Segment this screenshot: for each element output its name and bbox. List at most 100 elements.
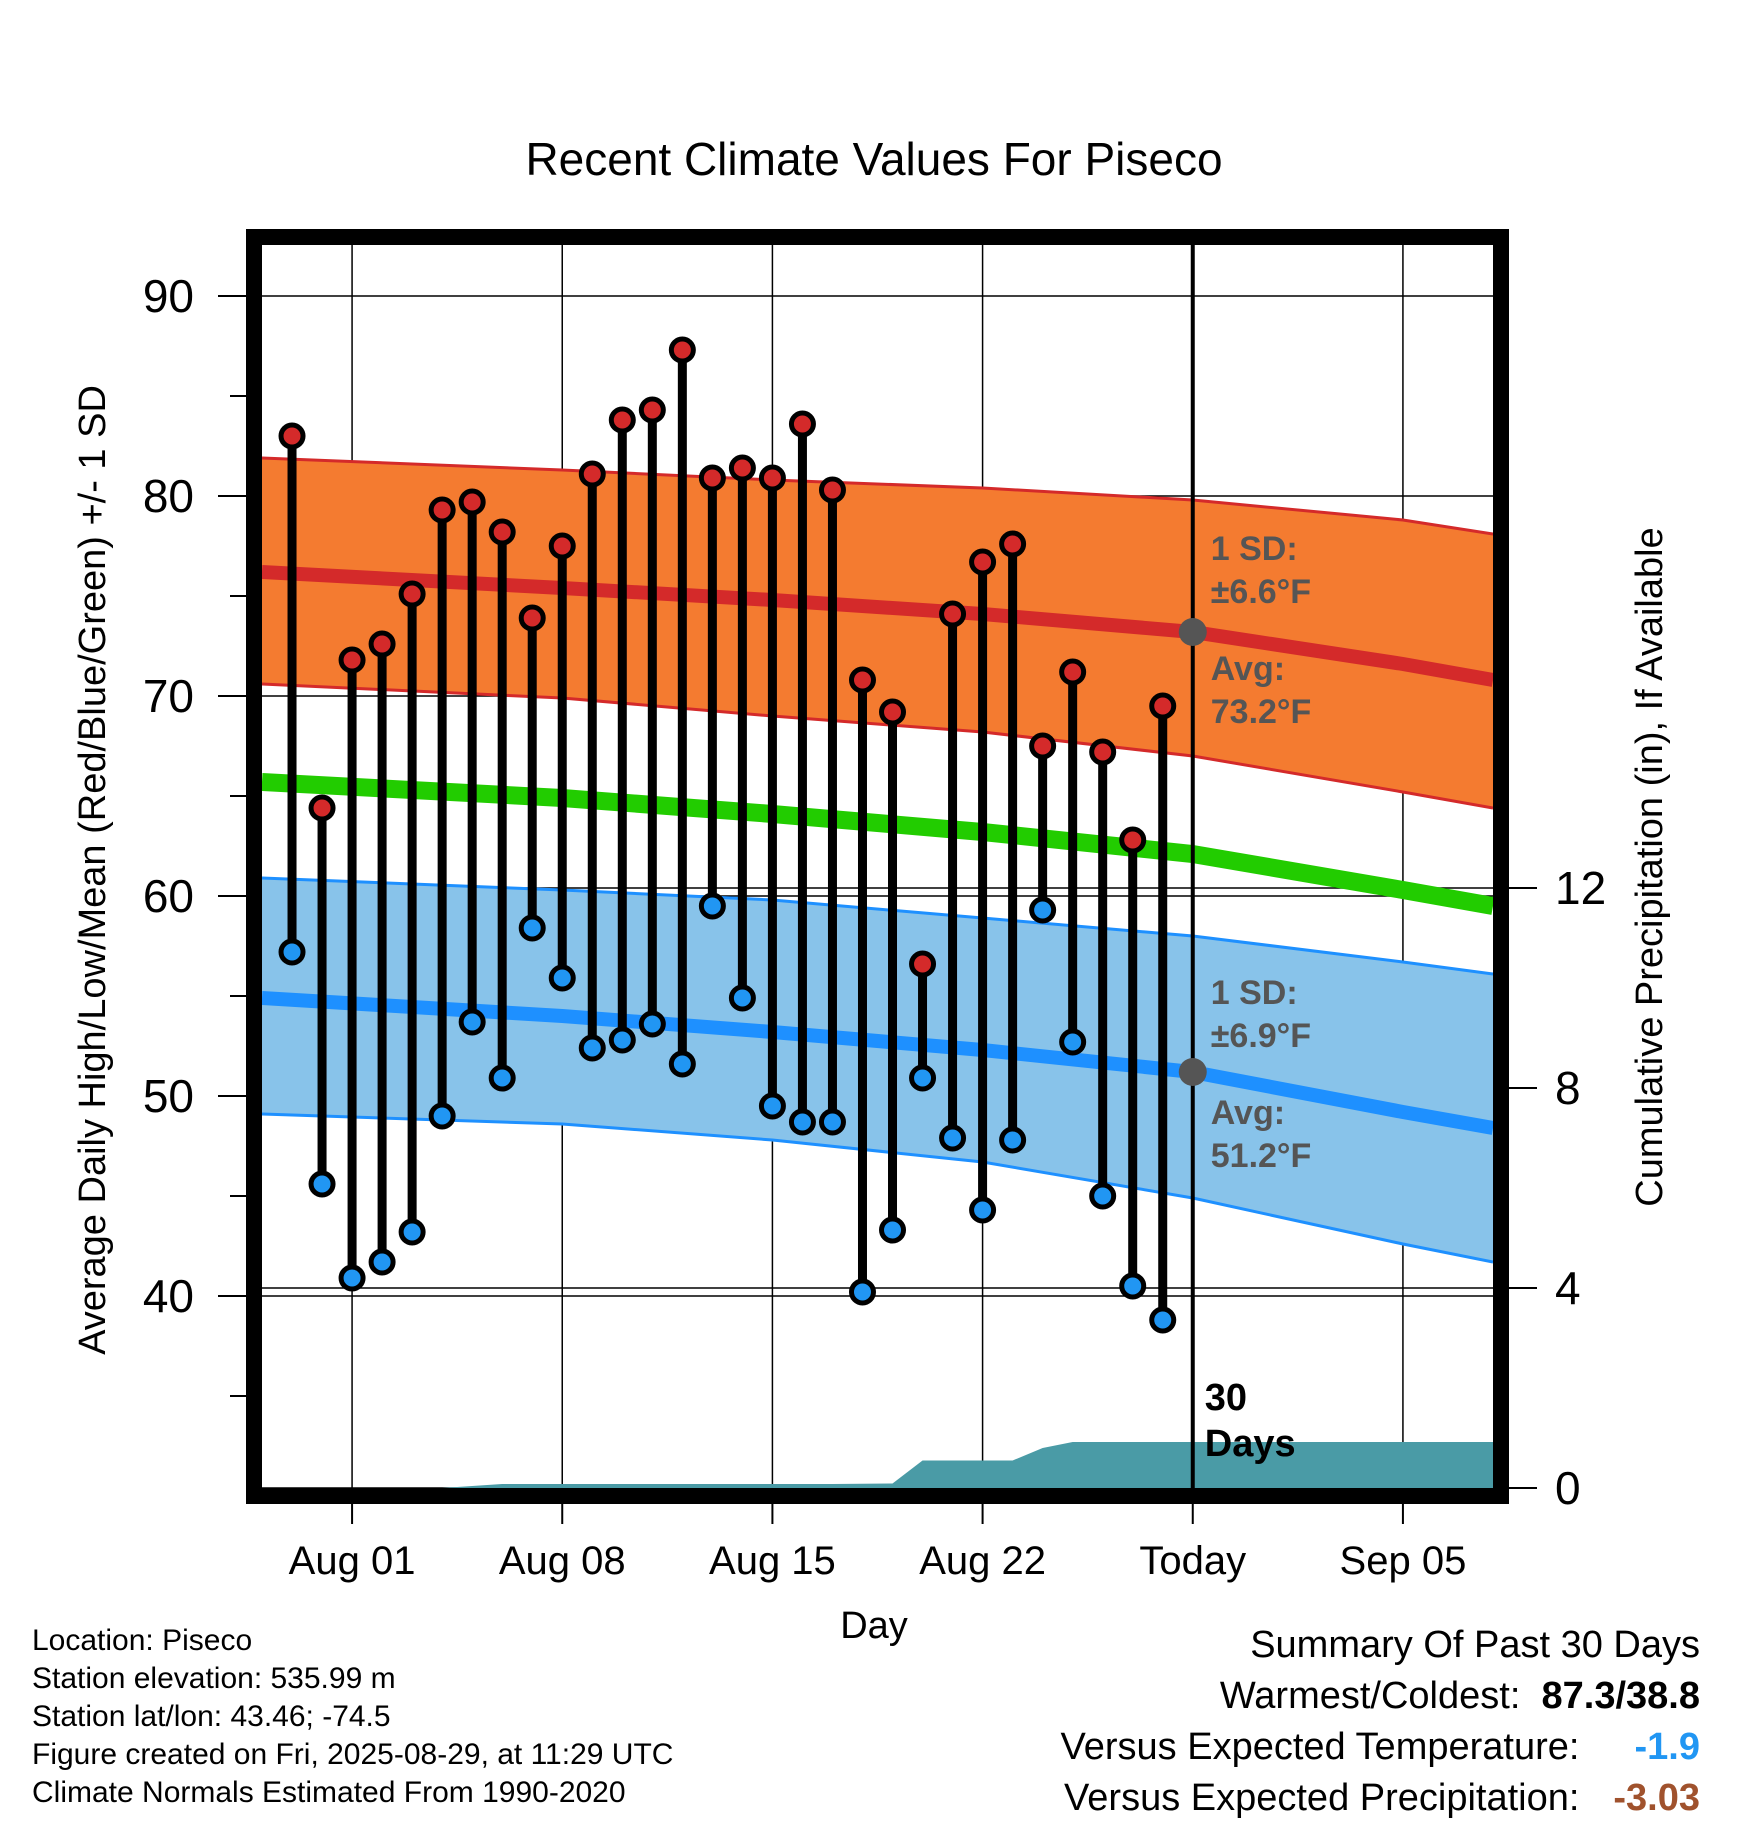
daily-high-marker (308, 794, 336, 822)
summary-temp-label: Versus Expected Temperature: (1060, 1726, 1580, 1768)
daily-high-marker (758, 464, 786, 492)
daily-high-marker (338, 646, 366, 674)
daily-low-marker (638, 1010, 666, 1038)
daily-high-marker (999, 530, 1027, 558)
y2-axis-label: Cumulative Precipitation (in), If Availa… (1629, 527, 1671, 1206)
x-tick-label: Today (1139, 1539, 1246, 1583)
y2-tick-label: 8 (1555, 1062, 1581, 1114)
y2-tick-label: 0 (1555, 1462, 1581, 1514)
daily-high-marker (428, 496, 456, 524)
annotation-high_sd: 1 SD: ±6.6°F (1211, 530, 1311, 611)
x-tick-label: Sep 05 (1340, 1539, 1467, 1583)
x-axis-label: Day (840, 1605, 908, 1647)
y-tick-label: 50 (143, 1070, 194, 1122)
daily-high-marker (1119, 826, 1147, 854)
daily-high-marker (788, 410, 816, 438)
daily-high-marker (458, 488, 486, 516)
summary-precip-value: -3.03 (1613, 1777, 1700, 1819)
daily-low-marker (278, 938, 306, 966)
daily-high-marker (909, 950, 937, 978)
daily-low-marker (728, 984, 756, 1012)
daily-low-marker (308, 1170, 336, 1198)
daily-high-marker (578, 460, 606, 488)
low-sd-band (262, 878, 1493, 1262)
daily-high-marker (668, 336, 696, 364)
daily-low-marker (548, 964, 576, 992)
daily-high-marker (728, 454, 756, 482)
daily-low-marker (608, 1026, 636, 1054)
y-tick-label: 40 (143, 1270, 194, 1322)
daily-high-marker (1059, 658, 1087, 686)
today-window-label: 30 Days (1205, 1377, 1296, 1465)
chart-title: Recent Climate Values For Piseco (525, 133, 1223, 185)
x-tick-label: Aug 01 (289, 1539, 416, 1583)
axes: 40 50 60 70 80 90 0 4 8 12 Aug 01 Aug 08 Aug 15 Aug 2… (72, 270, 1671, 1647)
daily-high-marker (939, 600, 967, 628)
daily-high-marker (608, 406, 636, 434)
daily-low-marker (698, 892, 726, 920)
plot-border (246, 229, 1509, 1504)
info-normals: Climate Normals Estimated From 1990-2020 (32, 1776, 626, 1809)
high-band-upper-edge (262, 456, 1493, 536)
summary-heading-text: Summary Of Past 30 Days (1250, 1624, 1700, 1666)
daily-low-marker (1029, 896, 1057, 924)
x-tick-label: Aug 15 (709, 1539, 836, 1583)
annotation-line: ±6.9°F (1211, 1017, 1311, 1055)
daily-low-marker (969, 1196, 997, 1224)
daily-low-marker (578, 1034, 606, 1062)
x-tick-label: Aug 08 (499, 1539, 626, 1583)
annotation-low_sd: 1 SD: ±6.9°F (1211, 974, 1311, 1055)
precip-area (262, 1442, 1493, 1488)
daily-low-marker (818, 1108, 846, 1136)
daily-low-marker (848, 1278, 876, 1306)
daily-low-marker (1119, 1272, 1147, 1300)
daily-high-marker (548, 532, 576, 560)
annotation-low_avg: Avg: 51.2°F (1211, 1094, 1312, 1175)
summary-temp-value: -1.9 (1634, 1726, 1700, 1768)
summary-heading: Summary Of Past 30 Days (1250, 1624, 1700, 1667)
annotation-line: Avg: (1211, 1094, 1285, 1132)
daily-low-marker (458, 1008, 486, 1036)
info-created: Figure created on Fri, 2025-08-29, at 11… (32, 1738, 674, 1771)
summary-warm-cold-value: 87.3/38.8 (1541, 1675, 1700, 1717)
daily-high-marker (969, 548, 997, 576)
plot-area: 1 SD: ±6.6°F Avg: 73.2°F 1 SD: ±6.9°F Avg: 51.2… (262, 245, 1493, 1488)
x-tick-label: Aug 22 (919, 1539, 1046, 1583)
daily-high-marker (1149, 692, 1177, 720)
annotation-line: 73.2°F (1211, 693, 1312, 731)
annotation-high_avg: Avg: 73.2°F (1211, 650, 1312, 731)
daily-low-marker (398, 1218, 426, 1246)
daily-low-marker (999, 1126, 1027, 1154)
daily-low-marker (488, 1064, 516, 1092)
summary-temp: Versus Expected Temperature: -1.9 (1061, 1726, 1700, 1769)
y-tick-label: 60 (143, 870, 194, 922)
info-elevation: Station elevation: 535.99 m (32, 1662, 396, 1695)
info-latlon: Station lat/lon: 43.46; -74.5 (32, 1700, 391, 1733)
summary-warm-cold-label: Warmest/Coldest: (1219, 1675, 1521, 1717)
y-axis-label: Average Daily High/Low/Mean (Red/Blue/Gr… (72, 385, 114, 1355)
normal-marker (1178, 1058, 1207, 1086)
today-window-label-line: Days (1205, 1423, 1296, 1465)
annotation-line: Avg: (1211, 650, 1285, 688)
plot-frame (246, 229, 1509, 1504)
daily-high-marker (488, 518, 516, 546)
daily-low-marker (1089, 1182, 1117, 1210)
daily-high-marker (398, 580, 426, 608)
daily-low-marker (338, 1264, 366, 1292)
summary-precip: Versus Expected Precipitation: -3.03 (1064, 1777, 1700, 1820)
daily-low-marker (788, 1108, 816, 1136)
y2-tick-label: 12 (1555, 862, 1606, 914)
y-tick-label: 80 (143, 470, 194, 522)
daily-high-marker (638, 396, 666, 424)
normal-marker (1178, 618, 1207, 646)
daily-high-marker (1089, 738, 1117, 766)
daily-low-marker (1149, 1306, 1177, 1334)
daily-low-marker (668, 1050, 696, 1078)
y-tick-label: 70 (143, 670, 194, 722)
annotation-line: 1 SD: (1211, 974, 1298, 1012)
annotation-line: ±6.6°F (1211, 573, 1311, 611)
daily-high-marker (879, 698, 907, 726)
daily-high-marker (518, 604, 546, 632)
annotation-line: 1 SD: (1211, 530, 1298, 568)
